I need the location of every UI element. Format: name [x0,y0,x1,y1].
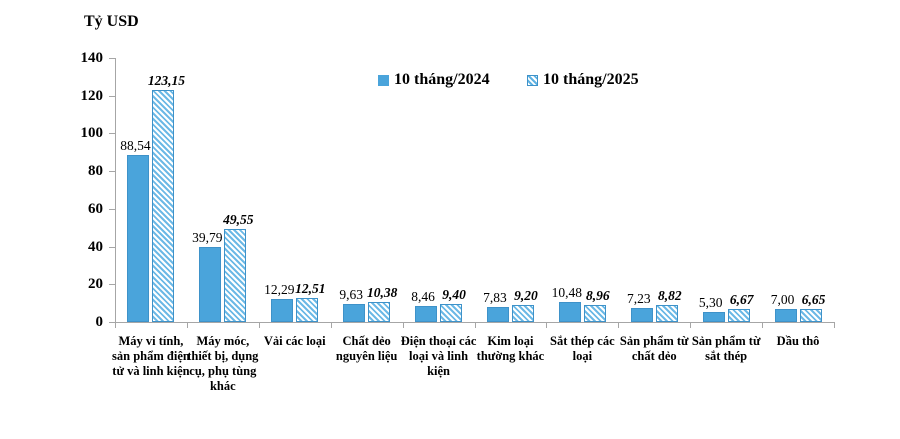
bar-2025 [727,309,750,322]
y-tick-label: 40 [88,238,103,255]
y-axis-tick [109,246,115,248]
value-label-2025: 49,55 [223,211,254,227]
x-axis-tick [186,322,188,328]
bar-2025 [511,304,534,322]
category-label: Chất dẻo nguyên liệu [335,334,398,363]
y-tick-label: 140 [80,50,104,66]
category-label: Máy vi tính, sản phẩm điện tử và linh ki… [112,334,190,378]
category-label: Sắt thép các loại [550,334,615,363]
y-tick-label: 100 [80,125,104,142]
bar-2025 [440,304,463,322]
y-tick-label: 60 [88,200,103,217]
legend-item-2024: 10 tháng/2024 [378,71,490,89]
bar-2025 [655,305,678,322]
y-tick-label: 120 [80,87,104,104]
bar-2024 [199,246,222,322]
category-label: Sản phẩm từ chất dẻo [619,334,689,363]
x-axis-tick [474,322,476,328]
legend-swatch-hatch-icon [527,74,538,86]
legend-label-2025: 10 tháng/2025 [543,71,639,88]
bar-2025 [296,298,319,322]
category-label: Vải các loại [263,334,326,348]
category-label: Dầu thô [776,334,820,348]
bar-2024 [486,307,509,322]
value-label-2025: 8,82 [657,288,682,304]
category-label: Kim loại thường khác [476,334,545,363]
bar-2025 [368,302,391,322]
value-label-2024: 39,79 [192,229,223,245]
y-axis-tick [109,284,115,286]
bar-2025 [152,89,175,322]
value-label-2024: 9,63 [339,286,363,302]
bar-2025 [583,305,606,322]
legend-item-2025: 10 tháng/2025 [527,71,639,89]
y-tick-label: 0 [95,314,104,330]
y-axis-tick [109,322,115,323]
value-label-2025: 123,15 [147,72,185,88]
value-label-2024: 8,46 [411,289,435,305]
category-label: Điện thoại các loại và linh kiện [400,334,477,378]
category-label: Sản phẩm từ sắt thép [691,334,761,363]
bar-2024 [271,298,294,322]
value-label-2024: 12,29 [264,281,295,297]
bar-2024 [415,306,438,322]
x-axis-tick [115,322,116,328]
x-axis-tick [546,322,548,328]
x-axis-tick [618,322,620,328]
x-axis-tick [834,322,835,328]
y-axis-tick [109,95,115,97]
value-label-2025: 6,67 [729,292,754,308]
legend-swatch-solid-icon [378,74,389,86]
value-label-2025: 9,40 [442,287,466,303]
value-label-2024: 7,00 [770,291,795,307]
bar-2025 [224,228,247,322]
category-label: Máy móc, thiết bị, dụng cụ, phụ tùng khá… [187,334,259,393]
value-label-2024: 7,23 [626,291,651,307]
value-label-2024: 7,83 [483,290,507,306]
x-axis-tick [402,322,404,328]
x-axis-tick [762,322,764,328]
value-label-2025: 12,51 [295,281,326,297]
bar-2024 [127,155,150,322]
x-axis-tick [258,322,260,328]
bar-2024 [774,308,797,322]
y-axis-line [115,58,116,322]
y-axis-tick [109,58,115,59]
value-label-2025: 8,96 [586,288,610,304]
x-axis-tick [330,322,332,328]
bar-2024 [343,303,366,322]
value-label-2024: 10,48 [551,285,583,301]
y-tick-label: 80 [88,163,103,180]
y-axis-tick [109,133,115,135]
bar-2024 [558,302,581,322]
y-axis-title: Tỷ USD [84,13,139,30]
legend-label-2024: 10 tháng/2024 [394,71,490,88]
value-label-2025: 6,65 [801,292,826,308]
value-label-2025: 10,38 [366,285,398,301]
bar-2024 [630,308,653,322]
y-tick-label: 20 [88,276,103,293]
value-label-2024: 88,54 [120,138,151,154]
value-label-2025: 9,20 [514,287,538,303]
x-axis-tick [690,322,692,328]
bar-2024 [702,312,725,322]
value-label-2024: 5,30 [698,295,723,310]
bar-2025 [799,309,822,322]
y-axis-tick [109,171,115,173]
y-axis-tick [109,208,115,210]
